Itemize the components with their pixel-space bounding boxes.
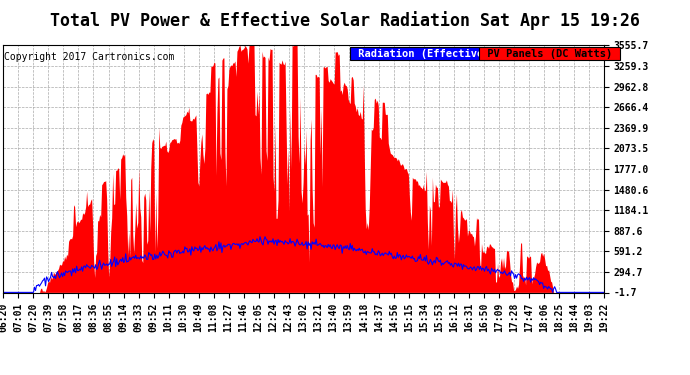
- Text: Total PV Power & Effective Solar Radiation Sat Apr 15 19:26: Total PV Power & Effective Solar Radiati…: [50, 11, 640, 30]
- Text: Copyright 2017 Cartronics.com: Copyright 2017 Cartronics.com: [4, 53, 175, 62]
- Text: Radiation (Effective w/m2): Radiation (Effective w/m2): [352, 49, 526, 59]
- Text: PV Panels (DC Watts): PV Panels (DC Watts): [481, 49, 618, 59]
